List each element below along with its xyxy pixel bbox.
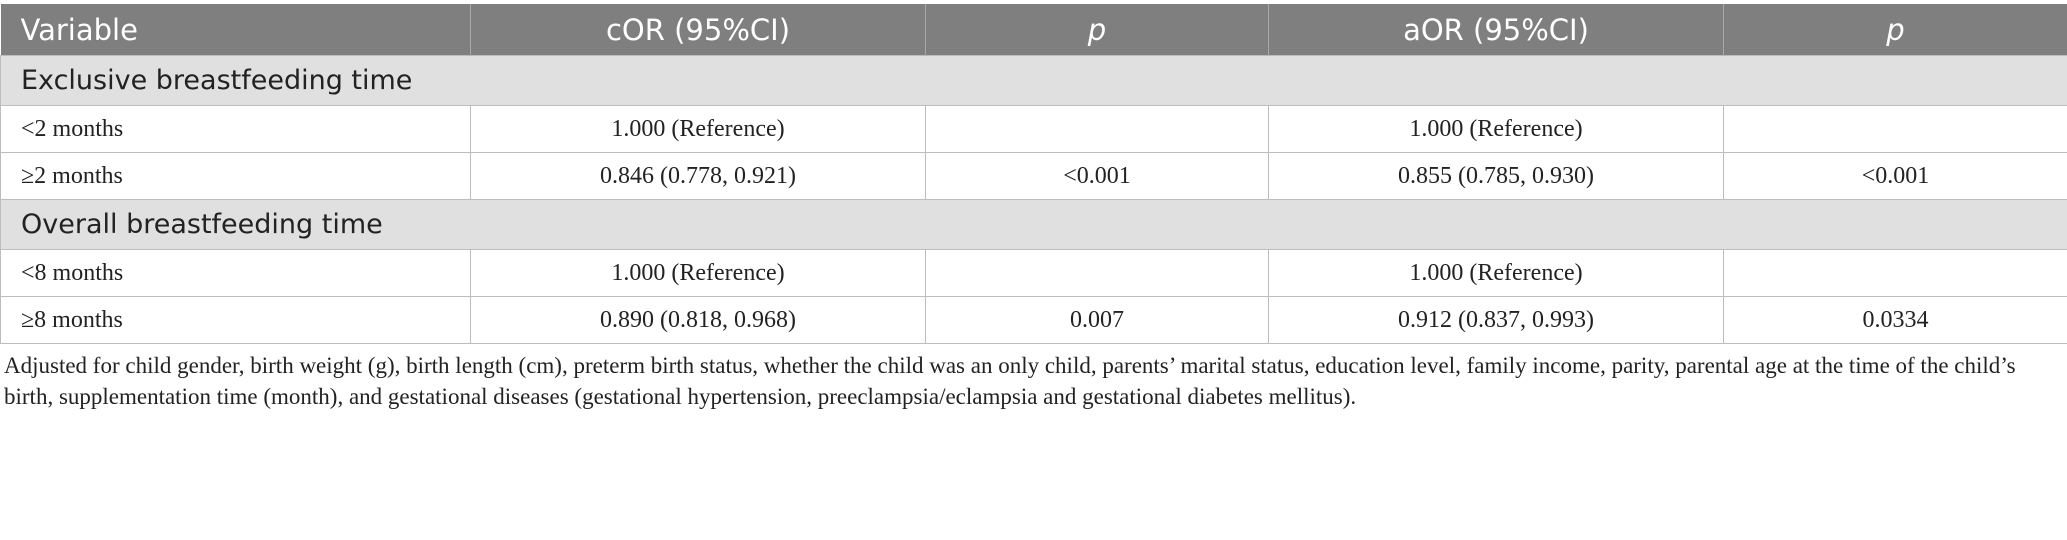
data-row: ≥2 months 0.846 (0.778, 0.921) <0.001 0.855… bbox=[0, 152, 2067, 200]
table-cell: 1.000 (Reference) bbox=[470, 249, 926, 297]
data-row: <2 months 1.000 (Reference) 1.000 (Referen… bbox=[0, 105, 2067, 153]
table-cell: <8 months bbox=[0, 249, 471, 297]
header-row: Variable cOR (95%CI) p aOR (95%CI) p bbox=[0, 4, 2067, 56]
table-cell bbox=[925, 249, 1269, 297]
table-cell: 0.855 (0.785, 0.930) bbox=[1268, 152, 1724, 200]
table-cell: 0.007 bbox=[925, 296, 1269, 344]
table-cell: ≥2 months bbox=[0, 152, 471, 200]
table-cell: 1.000 (Reference) bbox=[470, 105, 926, 153]
table-cell: <0.001 bbox=[1723, 152, 2067, 200]
table-cell bbox=[1723, 249, 2067, 297]
section-title: Overall breastfeeding time bbox=[0, 199, 2067, 250]
header-cell: p bbox=[1723, 4, 2067, 56]
section-row: Exclusive breastfeeding time bbox=[0, 55, 2067, 106]
data-row: <8 months 1.000 (Reference) 1.000 (Referen… bbox=[0, 249, 2067, 297]
table-cell: 1.000 (Reference) bbox=[1268, 105, 1724, 153]
header-cell: aOR (95%CI) bbox=[1268, 4, 1724, 56]
table-cell bbox=[1723, 105, 2067, 153]
table-cell: 0.912 (0.837, 0.993) bbox=[1268, 296, 1724, 344]
header-cell: Variable bbox=[0, 4, 471, 56]
table-cell: 0.0334 bbox=[1723, 296, 2067, 344]
table-cell: <0.001 bbox=[925, 152, 1269, 200]
results-table: Variable cOR (95%CI) p aOR (95%CI) p Exclusi… bbox=[0, 4, 2067, 344]
table-cell: 1.000 (Reference) bbox=[1268, 249, 1724, 297]
header-cell: cOR (95%CI) bbox=[470, 4, 926, 56]
table-cell: 0.890 (0.818, 0.968) bbox=[470, 296, 926, 344]
section-row: Overall breastfeeding time bbox=[0, 199, 2067, 250]
table-body: Exclusive breastfeeding time <2 months 1.0… bbox=[0, 55, 2067, 344]
table-cell: ≥8 months bbox=[0, 296, 471, 344]
table-cell bbox=[925, 105, 1269, 153]
footnote: Adjusted for child gender, birth weight … bbox=[4, 353, 2016, 409]
table-cell: 0.846 (0.778, 0.921) bbox=[470, 152, 926, 200]
table-cell: <2 months bbox=[0, 105, 471, 153]
header-cell: p bbox=[925, 4, 1269, 56]
data-row: ≥8 months 0.890 (0.818, 0.968) 0.007 0.912 … bbox=[0, 296, 2067, 344]
section-title: Exclusive breastfeeding time bbox=[0, 55, 2067, 106]
